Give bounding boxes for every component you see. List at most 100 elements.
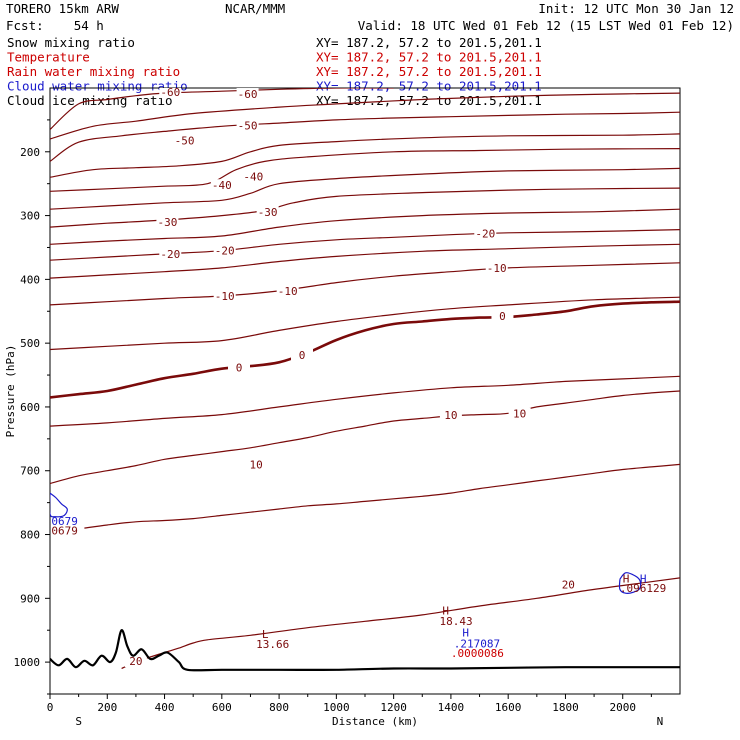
isotherm-label: -20 (215, 244, 235, 257)
south-label: S (75, 715, 82, 728)
annotation-text: 13.66 (256, 638, 289, 651)
y-tick-label: 1000 (14, 656, 41, 669)
x-tick-label: 600 (212, 701, 232, 714)
header-model: TORERO 15km ARW (6, 1, 119, 16)
y-tick-label: 400 (20, 273, 40, 286)
isotherm-label: -60 (238, 88, 258, 101)
header-fcst: Fcst: 54 h (6, 18, 104, 33)
isotherm-label: -40 (212, 179, 232, 192)
isotherm-5 (50, 375, 680, 427)
annotation-text: 0679 (51, 515, 78, 528)
isotherm-label: -60 (160, 86, 180, 99)
annotation-text: .0000086 (451, 647, 504, 660)
isotherm-label-bg (228, 361, 250, 374)
annotation-text: .096129 (620, 582, 666, 595)
isotherm-label-bg (557, 578, 580, 591)
isotherm--50 (50, 111, 680, 162)
isotherm-label: 20 (129, 655, 142, 668)
terrain-line (50, 629, 680, 672)
annotation-text: H (442, 604, 449, 617)
isotherm-label: -10 (487, 262, 507, 275)
isotherm--25 (50, 208, 680, 245)
axes: 0 200 400 600 800 1000 1200 1400 1600 1800 2000200… (4, 87, 681, 728)
header-valid: Valid: 18 UTC Wed 01 Feb 12 (15 LST Wed … (358, 18, 734, 33)
isotherm-label: 10 (444, 409, 457, 422)
isotherm-label: -30 (157, 216, 177, 229)
x-tick-label: 400 (155, 701, 175, 714)
isotherm-label-bg (491, 310, 514, 323)
isotherm-label-bg (474, 227, 497, 240)
legend-entry-name: Temperature (7, 50, 90, 65)
legend-entry-xy: XY= 187.2, 57.2 to 201.5,201.1 (316, 64, 542, 79)
isotherm--20 (50, 229, 680, 261)
isotherm-label-bg (156, 216, 179, 229)
y-tick-label: 800 (20, 529, 40, 542)
legend-entry-xy: XY= 187.2, 57.2 to 201.5,201.1 (316, 35, 542, 50)
legend-entry-name: Rain water mixing ratio (7, 64, 180, 79)
x-tick-label: 0 (47, 701, 54, 714)
isotherm-0 (50, 300, 680, 399)
isotherm-label: 0 (236, 362, 243, 375)
y-tick-label: 600 (20, 401, 40, 414)
plot-frame (49, 87, 681, 695)
legend-entry-xy: XY= 187.2, 57.2 to 201.5,201.1 (316, 93, 542, 108)
annotation-text: L (262, 628, 269, 641)
x-tick-label: 800 (269, 701, 289, 714)
isotherm-label-bg (508, 407, 531, 420)
isotherm-label-bg (210, 179, 233, 192)
annotation-text: H (623, 572, 630, 585)
cloud-water-contour (618, 572, 642, 594)
isotherm--10 (50, 262, 680, 306)
isotherm-label: 10 (513, 408, 526, 421)
annotation-text: H (462, 627, 469, 640)
isotherm-20 (121, 577, 680, 670)
isotherm-label-bg (439, 408, 462, 421)
annotation-text: .217087 (454, 637, 500, 650)
legend-entry-name: Snow mixing ratio (7, 35, 135, 50)
isotherm-label: -50 (238, 119, 258, 132)
isotherm-label-bg (276, 285, 299, 298)
x-axis-label: Distance (km) (332, 715, 418, 728)
annotation-text: 18.43 (439, 615, 472, 628)
isotherm-15 (84, 463, 680, 529)
y-tick-label: 700 (20, 465, 40, 478)
isotherm-label-bg (213, 244, 236, 257)
legend-entry-xy: XY= 187.2, 57.2 to 201.5,201.1 (316, 79, 542, 94)
contours: -60 -60 -50 -50 -40 -40 -30 -30 -20 -20 -20 -10 -10 -… (50, 86, 680, 672)
cloud-water-contour (50, 492, 68, 518)
isotherm-label: -10 (215, 290, 235, 303)
isotherm-label: -40 (243, 170, 263, 183)
isotherm-label-bg (213, 290, 236, 303)
isotherm-label-bg (245, 458, 268, 471)
isotherm-label-bg (291, 348, 313, 361)
isotherm-label-bg (256, 206, 279, 219)
isotherm-10 (50, 390, 680, 485)
isotherm-label-bg (124, 655, 147, 668)
legend-entry-name: Cloud water mixing ratio (7, 79, 188, 94)
isotherm-label: -50 (175, 135, 195, 148)
north-label: N (657, 715, 664, 728)
isotherm--5 (50, 296, 680, 351)
y-tick-label: 500 (20, 337, 40, 350)
isotherm-label-bg (485, 262, 508, 275)
isotherm--40 (50, 148, 680, 192)
y-tick-label: 300 (20, 210, 40, 223)
isotherm--15 (50, 243, 680, 279)
isotherm-label: 0 (499, 310, 506, 323)
x-tick-label: 200 (97, 701, 117, 714)
isotherm-label: -30 (258, 206, 278, 219)
y-tick-label: 900 (20, 592, 40, 605)
x-tick-label: 2000 (609, 701, 636, 714)
isotherm--55 (50, 92, 680, 140)
isotherm--30 (50, 187, 680, 228)
annotation-text: 0679 (51, 525, 78, 538)
x-tick-label: 1400 (438, 701, 465, 714)
isotherm-label-bg (242, 170, 265, 183)
isotherm-label-bg (159, 88, 182, 99)
isotherm--35 (50, 167, 680, 210)
x-tick-label: 1000 (323, 701, 350, 714)
header-center: NCAR/MMM (225, 1, 285, 16)
isotherm-label-bg (236, 88, 259, 101)
